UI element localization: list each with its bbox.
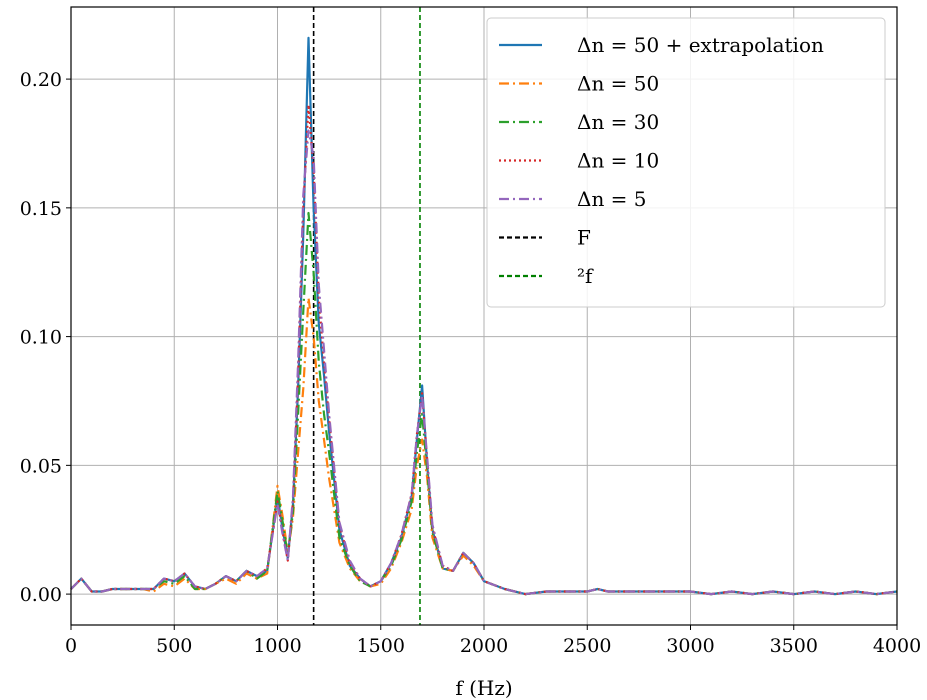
x-tick-label: 3000 (666, 635, 714, 657)
series-line-3 (70, 103, 898, 596)
legend-label: Δn = 30 (577, 110, 659, 134)
legend-label: Δn = 50 (577, 72, 659, 96)
series-lines (70, 36, 898, 596)
x-axis-ticks: 0 500 1000 1500 2000 2500 3000 3500 4000 (65, 625, 921, 657)
y-axis-ticks: 0.00 0.05 0.10 0.15 0.20 (20, 69, 71, 606)
legend-label: Δn = 50 + extrapolation (577, 33, 824, 57)
x-tick-label: 1500 (357, 635, 405, 657)
x-tick-label: 2000 (460, 635, 508, 657)
x-tick-label: 1000 (253, 635, 301, 657)
legend-label: F (577, 226, 591, 250)
y-tick-label: 0.00 (20, 584, 62, 606)
x-tick-label: 500 (156, 635, 192, 657)
legend-box (486, 17, 886, 308)
legend-label: ²f (577, 264, 594, 288)
x-tick-label: 3500 (770, 635, 818, 657)
legend-label: Δn = 5 (577, 187, 647, 211)
y-tick-label: 0.20 (20, 69, 62, 91)
legend-label: Δn = 10 (577, 149, 659, 173)
y-tick-label: 0.05 (20, 455, 62, 477)
x-axis-label: f (Hz) (455, 676, 512, 700)
x-tick-label: 2500 (563, 635, 611, 657)
y-tick-label: 0.10 (20, 327, 62, 349)
y-tick-label: 0.15 (20, 198, 62, 220)
reference-lines (312, 7, 421, 625)
legend: Δn = 50 + extrapolation Δn = 50 Δn = 30 Δn … (486, 17, 886, 308)
x-tick-label: 4000 (873, 635, 921, 657)
x-tick-label: 0 (65, 635, 77, 657)
